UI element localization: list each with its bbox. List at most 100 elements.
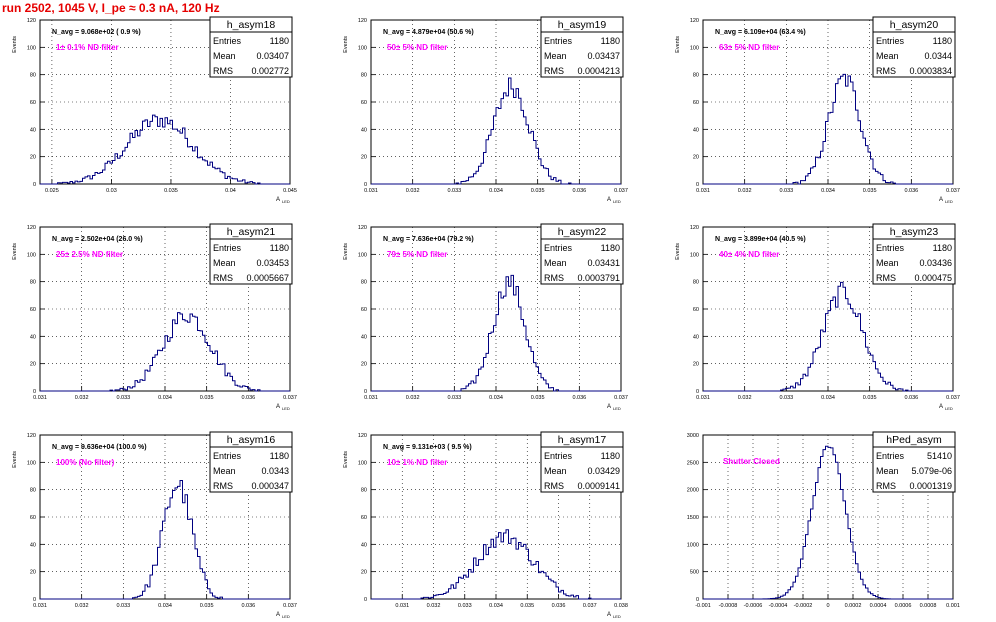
y-tick-label: 120 bbox=[27, 433, 36, 439]
y-tick-label: 40 bbox=[361, 334, 367, 340]
filter-label: 100% (No filter) bbox=[56, 458, 115, 467]
x-tick-label: 0.037 bbox=[946, 395, 960, 401]
y-tick-label: 80 bbox=[361, 280, 367, 286]
x-tick-label: 0.032 bbox=[75, 603, 89, 609]
y-tick-label: 40 bbox=[30, 334, 36, 340]
filter-label: 79± 5% ND filter bbox=[387, 250, 447, 259]
x-tick-label: 0.001 bbox=[946, 603, 960, 609]
x-tick-label: 0.04 bbox=[225, 188, 236, 194]
x-tick-label: 0.036 bbox=[241, 603, 255, 609]
y-tick-label: 120 bbox=[690, 18, 699, 24]
navg-label: N_avg = 6.109e+04 (63.4 %) bbox=[715, 29, 806, 36]
x-tick-label: 0.032 bbox=[427, 603, 441, 609]
x-tick-label: 0.035 bbox=[863, 395, 877, 401]
stats-value: 0.03436 bbox=[919, 258, 952, 268]
y-axis-label: Events bbox=[343, 243, 349, 260]
y-tick-label: 20 bbox=[30, 362, 36, 368]
histogram-line bbox=[371, 529, 621, 600]
y-tick-label: 0 bbox=[696, 597, 699, 603]
x-axis-label: A bbox=[607, 197, 611, 203]
filter-label: Shutter Closed bbox=[723, 457, 780, 466]
hist-name: h_asym21 bbox=[227, 226, 276, 238]
x-tick-label: 0.0006 bbox=[895, 603, 912, 609]
histogram-panel: -0.001 -0.0008 -0.0006 -0.0004 -0.0002 0 0.000… bbox=[687, 431, 960, 609]
x-tick-label: 0.034 bbox=[489, 188, 503, 194]
x-tick-label: 0.032 bbox=[738, 395, 752, 401]
y-tick-label: 0 bbox=[364, 182, 367, 188]
y-tick-label: 80 bbox=[693, 280, 699, 286]
stats-value: 0.03431 bbox=[587, 258, 620, 268]
x-axis-label: A bbox=[939, 197, 943, 203]
x-tick-label: 0.031 bbox=[33, 395, 47, 401]
run-title: run 2502, 1045 V, I_pe ≈ 0.3 nA, 120 Hz bbox=[2, 1, 220, 15]
stats-key: Mean bbox=[213, 258, 236, 268]
x-tick-label: 0.036 bbox=[904, 188, 918, 194]
x-tick-label: 0.037 bbox=[583, 603, 597, 609]
stats-value: 0.0005667 bbox=[246, 273, 289, 283]
histogram-line bbox=[371, 274, 621, 392]
navg-label: N_avg = 9.068e+02 ( 0.9 %) bbox=[52, 29, 141, 36]
stats-key: Mean bbox=[544, 51, 567, 61]
hist-name: h_asym23 bbox=[890, 226, 939, 238]
stats-value: 1180 bbox=[270, 36, 289, 46]
y-tick-label: 40 bbox=[30, 127, 36, 133]
y-tick-label: 1000 bbox=[687, 542, 699, 548]
x-tick-label: 0.0008 bbox=[920, 603, 937, 609]
y-tick-label: 100 bbox=[27, 460, 36, 466]
stats-value: 1180 bbox=[601, 243, 620, 253]
x-tick-label: 0.031 bbox=[696, 395, 710, 401]
y-tick-label: 80 bbox=[361, 73, 367, 79]
y-axis-label: Events bbox=[675, 243, 681, 260]
stats-key: Entries bbox=[876, 36, 905, 46]
navg-label: N_avg = 9.636e+04 (100.0 %) bbox=[52, 444, 147, 451]
y-tick-label: 0 bbox=[33, 389, 36, 395]
stats-key: RMS bbox=[544, 66, 564, 76]
stats-box bbox=[872, 223, 956, 285]
stats-key: Mean bbox=[213, 51, 236, 61]
stats-value: 0.0343 bbox=[261, 466, 289, 476]
stats-key: Entries bbox=[876, 243, 905, 253]
navg-label: N_avg = 2.502e+04 (26.0 %) bbox=[52, 236, 143, 243]
y-tick-label: 20 bbox=[361, 570, 367, 576]
x-axis-label-sub: LED bbox=[945, 199, 953, 204]
x-axis-label-sub: LED bbox=[613, 406, 621, 411]
stats-key: Mean bbox=[876, 466, 899, 476]
x-tick-label: 0.034 bbox=[489, 603, 503, 609]
stats-key: RMS bbox=[213, 66, 233, 76]
stats-key: Entries bbox=[213, 243, 242, 253]
stats-key: RMS bbox=[544, 481, 564, 491]
y-tick-label: 80 bbox=[30, 73, 36, 79]
y-tick-label: 20 bbox=[361, 362, 367, 368]
x-tick-label: 0.035 bbox=[520, 603, 534, 609]
y-axis-label: Events bbox=[343, 36, 349, 53]
hist-name: h_asym22 bbox=[558, 226, 607, 238]
stats-value: 0.000347 bbox=[251, 481, 289, 491]
filter-label: 50± 5% ND filter bbox=[387, 43, 447, 52]
y-tick-label: 60 bbox=[30, 307, 36, 313]
x-tick-label: 0.035 bbox=[531, 188, 545, 194]
x-tick-label: 0.0002 bbox=[845, 603, 862, 609]
histogram-panel: 0.031 0.032 0.033 0.034 0.035 0.036 0.037 0.038… bbox=[343, 431, 628, 619]
y-tick-label: 20 bbox=[693, 362, 699, 368]
y-tick-label: 60 bbox=[30, 515, 36, 521]
y-tick-label: 20 bbox=[30, 155, 36, 161]
stats-value: 0.03453 bbox=[256, 258, 289, 268]
x-axis-label-sub: LED bbox=[282, 406, 290, 411]
x-tick-label: 0.032 bbox=[406, 188, 420, 194]
y-axis-label: Events bbox=[343, 451, 349, 468]
stats-key: Mean bbox=[876, 51, 899, 61]
histogram-panel: 0.031 0.032 0.033 0.034 0.035 0.036 0.037 0 20 40… bbox=[343, 223, 628, 411]
x-tick-label: 0.034 bbox=[158, 395, 172, 401]
y-tick-label: 120 bbox=[358, 18, 367, 24]
x-tick-label: 0.035 bbox=[863, 188, 877, 194]
filter-label: 10± 1% ND filter bbox=[387, 458, 447, 467]
y-tick-label: 120 bbox=[358, 225, 367, 231]
x-tick-label: 0.032 bbox=[738, 188, 752, 194]
histogram-panel: 0.031 0.032 0.033 0.034 0.035 0.036 0.037 0 20 40… bbox=[12, 431, 297, 619]
x-tick-label: 0.033 bbox=[447, 188, 461, 194]
x-axis-label-sub: LED bbox=[945, 406, 953, 411]
x-axis-label: A bbox=[276, 197, 280, 203]
x-tick-label: 0.038 bbox=[614, 603, 628, 609]
histogram-line bbox=[703, 73, 953, 185]
